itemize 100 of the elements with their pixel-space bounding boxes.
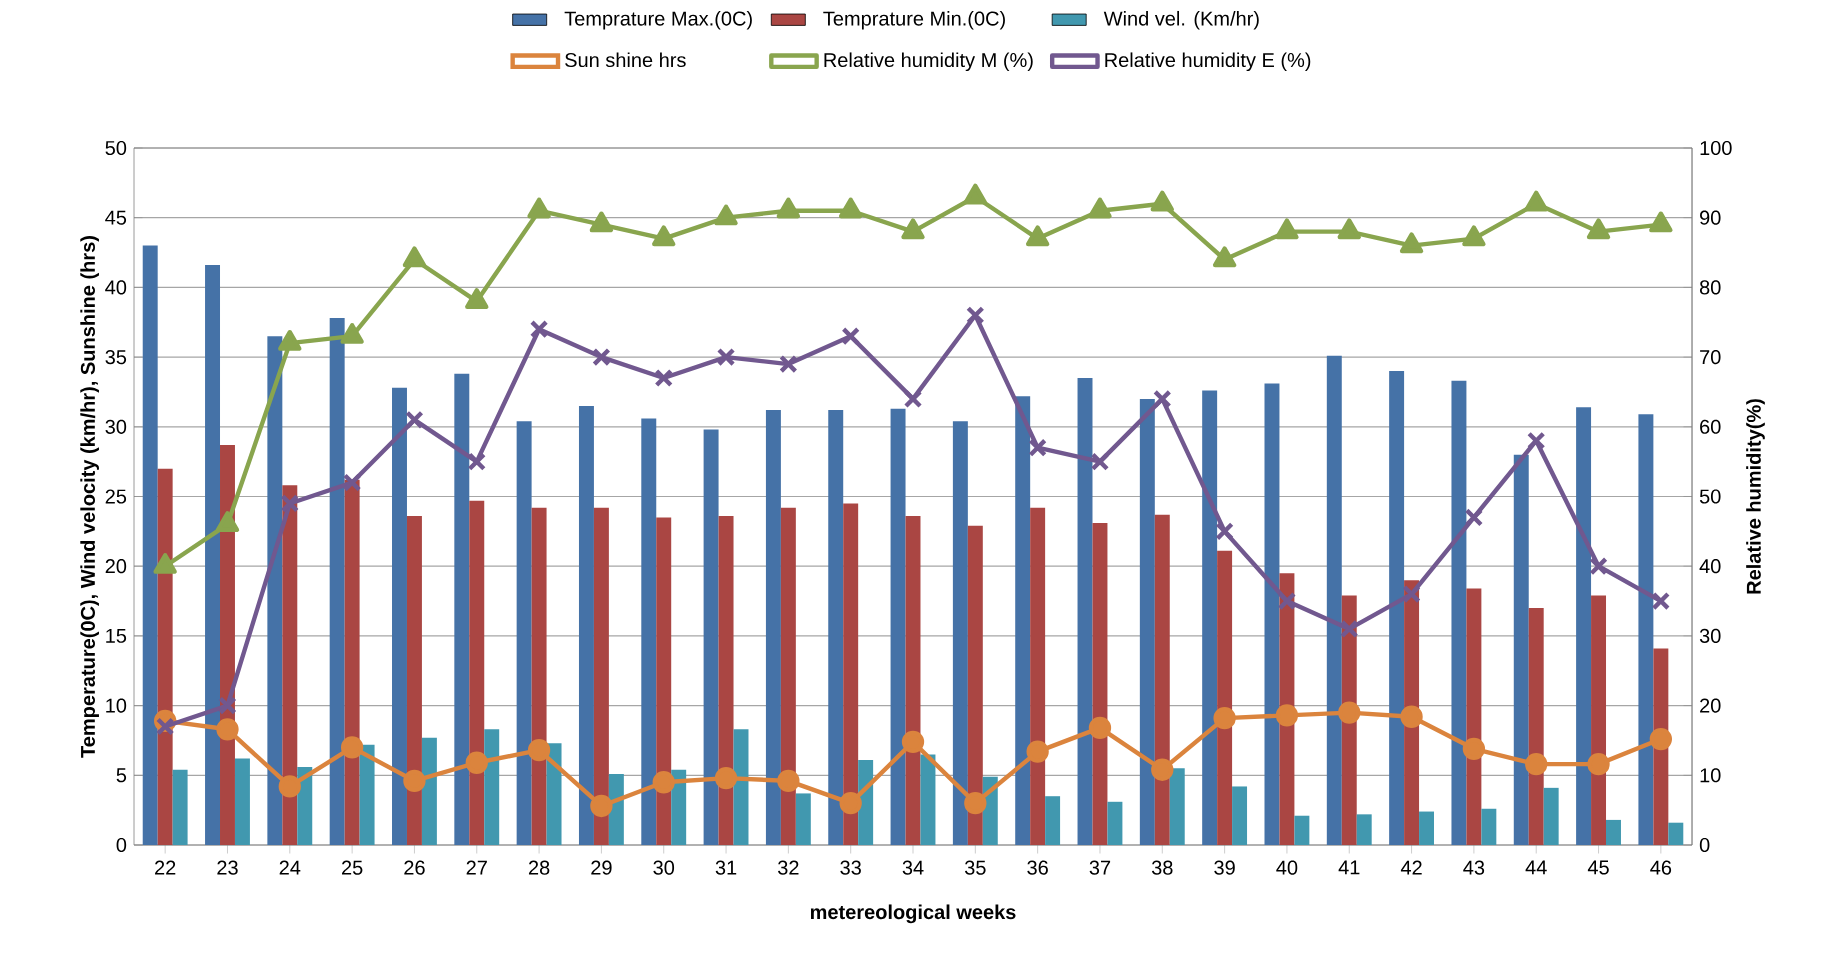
bar	[1513, 454, 1529, 845]
point	[1399, 232, 1424, 254]
point	[1090, 452, 1110, 471]
bar	[920, 754, 936, 845]
point	[1028, 438, 1047, 457]
point	[1649, 727, 1673, 751]
bar	[641, 418, 657, 845]
point	[901, 730, 925, 753]
bar	[1528, 608, 1544, 845]
bar	[359, 744, 375, 845]
bar	[1668, 822, 1684, 845]
x-tick-label: 32	[777, 860, 799, 875]
bar	[267, 336, 283, 845]
point	[964, 792, 987, 815]
bar	[1466, 588, 1482, 845]
point	[218, 696, 237, 715]
bar	[157, 468, 173, 845]
point	[1151, 758, 1174, 781]
y2-tick-label: 90	[1700, 210, 1721, 225]
point	[1400, 705, 1423, 728]
point	[652, 225, 676, 247]
point	[779, 354, 798, 374]
point	[589, 211, 614, 233]
point	[1337, 218, 1361, 240]
bar	[1202, 390, 1218, 845]
point	[402, 246, 427, 268]
bar	[421, 737, 437, 845]
bar	[1294, 815, 1310, 845]
x-tick-label: 35	[964, 860, 986, 875]
bar	[1606, 819, 1621, 845]
bar	[1030, 507, 1046, 845]
bar	[1169, 768, 1185, 845]
legend-label: Temprature Max.(0C)	[564, 10, 752, 30]
y-tick-label: 40	[105, 280, 127, 295]
bar	[1591, 595, 1607, 845]
x-tick-label: 42	[1400, 860, 1422, 875]
y2-axis-title: Relative humidity(%)	[1746, 399, 1765, 594]
y2-tick-label: 10	[1700, 768, 1721, 783]
bar	[469, 500, 485, 845]
y2-tick-label: 40	[1699, 559, 1721, 574]
y-tick-label: 5	[116, 768, 127, 783]
bar	[1077, 378, 1093, 845]
x-tick-label: 39	[1214, 860, 1235, 875]
x-tick-label: 38	[1151, 860, 1173, 875]
y-tick-label: 35	[105, 350, 127, 365]
bar	[1389, 371, 1405, 845]
y2-tick-label: 20	[1700, 698, 1721, 713]
point	[776, 197, 801, 219]
x-tick-label: 22	[155, 860, 176, 875]
bar	[780, 507, 796, 845]
point	[529, 319, 549, 339]
x-tick-label: 31	[715, 860, 737, 875]
point	[340, 323, 364, 344]
bar	[1326, 355, 1342, 845]
x-tick-label: 46	[1650, 860, 1672, 875]
point	[403, 769, 426, 793]
point	[280, 494, 300, 513]
bar	[329, 318, 345, 845]
point	[1277, 591, 1297, 611]
bar	[142, 245, 158, 845]
point	[1338, 701, 1361, 724]
point	[527, 739, 551, 762]
point	[1213, 706, 1236, 730]
point	[1212, 246, 1237, 268]
bar	[671, 769, 687, 845]
bar	[1638, 414, 1654, 845]
bar	[703, 429, 719, 845]
bar	[1107, 801, 1123, 845]
point	[592, 347, 611, 367]
bar	[1139, 398, 1155, 845]
y-tick-label: 0	[116, 837, 127, 853]
point	[714, 766, 738, 790]
point	[1649, 211, 1673, 233]
y-tick-label: 25	[105, 489, 127, 504]
legend-label: Wind vel. (Km/hr)	[1103, 10, 1259, 30]
point	[340, 736, 364, 759]
x-tick-label: 40	[1276, 860, 1298, 875]
x-tick-label: 33	[840, 860, 861, 875]
point	[903, 389, 923, 409]
x-tick-label: 28	[528, 860, 550, 875]
point	[777, 769, 800, 793]
bar	[1481, 808, 1497, 845]
point	[1153, 389, 1172, 409]
bar	[656, 517, 672, 845]
x-tick-label: 23	[217, 860, 238, 875]
bar	[1451, 380, 1467, 845]
point	[1275, 704, 1299, 727]
bar	[967, 525, 983, 845]
y2-tick-label: 80	[1699, 280, 1721, 295]
point	[465, 288, 489, 309]
point	[1150, 190, 1174, 212]
point	[1402, 584, 1421, 604]
x-tick-label: 44	[1525, 860, 1547, 875]
point	[839, 197, 863, 219]
bar	[718, 516, 734, 845]
bar	[1045, 796, 1061, 845]
x-tick-label: 27	[466, 860, 487, 875]
bar	[890, 408, 906, 845]
bar	[1356, 814, 1372, 845]
y2-tick-label: 70	[1700, 350, 1721, 365]
